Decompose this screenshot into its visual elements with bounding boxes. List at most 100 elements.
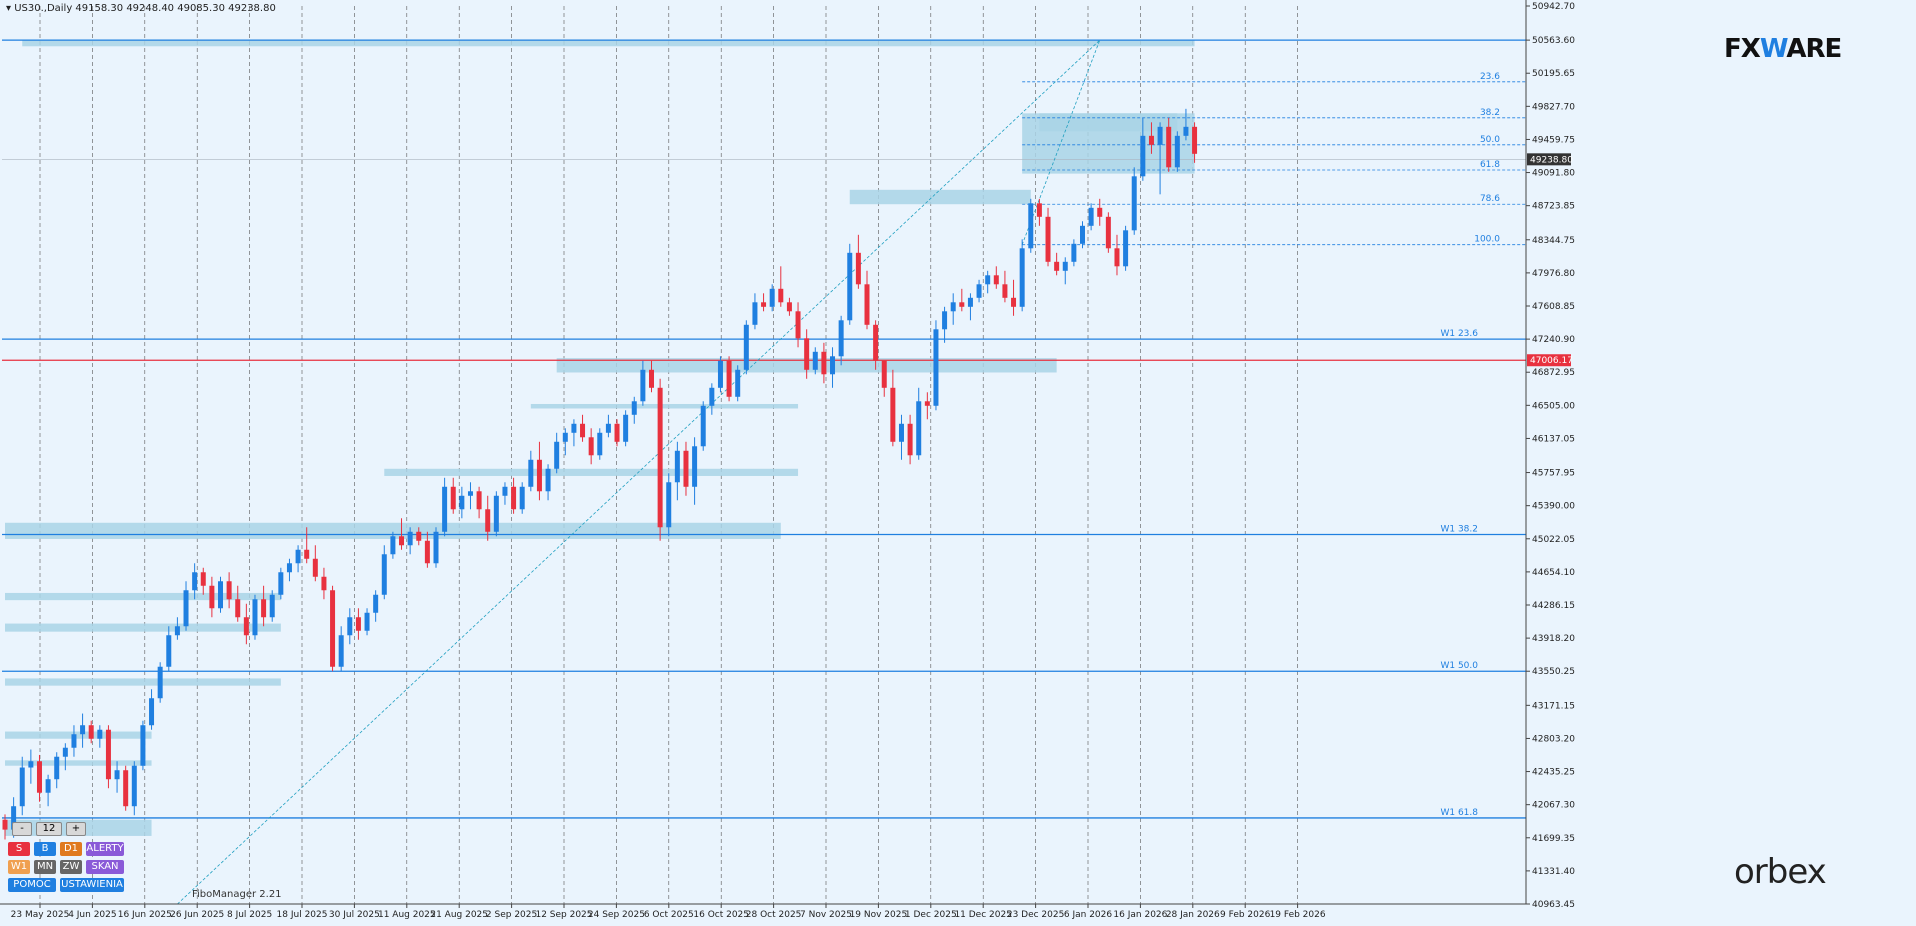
candle-body xyxy=(36,761,42,793)
candle-body xyxy=(649,369,654,388)
candle-body xyxy=(993,275,999,285)
candle-body xyxy=(709,387,715,406)
candle-body xyxy=(304,549,310,559)
candle-body xyxy=(373,594,379,613)
candle-body xyxy=(735,369,741,397)
plus-button[interactable]: + xyxy=(66,822,86,836)
candle-body xyxy=(442,486,448,532)
fxware-logo-part: FX xyxy=(1724,34,1761,64)
candle-body xyxy=(924,401,930,406)
period-value[interactable]: 12 xyxy=(36,822,62,836)
mn-button[interactable]: MN xyxy=(34,860,56,874)
candle-body xyxy=(1166,126,1172,168)
candle-body xyxy=(795,311,801,339)
buy-button[interactable]: B xyxy=(34,842,56,856)
y-tick-label: 47608.85 xyxy=(1532,302,1575,312)
candle-body xyxy=(898,423,904,442)
candle-body xyxy=(390,536,396,555)
candle-body xyxy=(907,423,913,456)
candle-body xyxy=(424,540,430,564)
candle-body xyxy=(855,252,861,285)
candle-body xyxy=(726,360,732,397)
candle-body xyxy=(1062,261,1068,271)
skan-button[interactable]: SKAN xyxy=(86,860,124,874)
x-tick-label: 6 Jan 2026 xyxy=(1064,910,1112,920)
trendline xyxy=(1021,40,1101,245)
zw-button[interactable]: ZW xyxy=(60,860,82,874)
candle-body xyxy=(1011,297,1017,307)
candle-body xyxy=(536,459,542,492)
y-tick-label: 48344.75 xyxy=(1532,236,1575,246)
candle-body xyxy=(347,617,353,636)
y-tick-label: 41331.40 xyxy=(1532,867,1575,877)
y-tick-label: 45022.05 xyxy=(1532,535,1575,545)
y-tick-label: 43171.15 xyxy=(1532,701,1575,711)
candle-body xyxy=(761,302,767,307)
candle-body xyxy=(295,549,301,564)
y-tick-label: 50563.60 xyxy=(1532,36,1575,46)
ustawienia-button[interactable]: USTAWIENIA xyxy=(60,878,124,892)
candle-body xyxy=(407,531,413,546)
x-tick-label: 18 Jul 2025 xyxy=(277,910,328,920)
candle-body xyxy=(1054,261,1060,271)
y-tick-label: 49827.70 xyxy=(1532,102,1575,112)
y-tick-label: 46872.95 xyxy=(1532,368,1575,378)
candle-body xyxy=(1174,135,1180,168)
price-zone xyxy=(5,760,152,766)
y-tick-label: 43550.25 xyxy=(1532,667,1575,677)
candle-layer xyxy=(2,108,1198,840)
candle-body xyxy=(278,572,284,595)
candle-body xyxy=(28,761,34,768)
y-tick-label: 48723.85 xyxy=(1532,202,1575,212)
candle-body xyxy=(174,626,180,636)
candle-body xyxy=(933,329,939,406)
candle-body xyxy=(459,495,465,510)
candle-body xyxy=(399,536,405,546)
price-zone xyxy=(5,623,281,632)
trendline-layer xyxy=(177,39,1101,905)
x-tick-label: 7 Nov 2025 xyxy=(800,910,852,920)
y-tick-label: 49091.80 xyxy=(1532,169,1575,179)
candle-body xyxy=(864,284,870,325)
x-tick-label: 16 Jun 2025 xyxy=(118,910,172,920)
candle-body xyxy=(1045,216,1051,262)
y-tick-label: 45390.00 xyxy=(1532,502,1575,512)
candle-body xyxy=(640,369,646,402)
price-zone xyxy=(5,678,281,686)
candle-body xyxy=(657,387,663,528)
alerty-button[interactable]: ALERTY xyxy=(86,842,124,856)
candle-body xyxy=(450,486,456,510)
candle-body xyxy=(1123,230,1129,267)
candle-body xyxy=(1028,203,1034,249)
w1-button[interactable]: W1 xyxy=(8,860,30,874)
price-zone xyxy=(5,731,152,739)
candle-body xyxy=(105,729,111,780)
candle-body xyxy=(881,360,887,388)
candle-body xyxy=(804,338,810,370)
candle-body xyxy=(873,324,879,361)
price-zone xyxy=(1039,113,1178,132)
candle-body xyxy=(1192,126,1198,154)
sell-button[interactable]: S xyxy=(8,842,30,856)
candle-body xyxy=(485,509,491,532)
x-tick-label: 28 Oct 2025 xyxy=(746,910,802,920)
y-tick-label: 50195.65 xyxy=(1532,69,1575,79)
candle-body xyxy=(2,819,8,830)
candle-body xyxy=(1036,203,1042,217)
candle-body xyxy=(226,581,232,600)
candle-body xyxy=(674,450,680,483)
y-tick-label: 42803.20 xyxy=(1532,734,1575,744)
pomoc-button[interactable]: POMOC xyxy=(8,878,56,892)
d1-button[interactable]: D1 xyxy=(60,842,82,856)
y-tick-label: 49459.75 xyxy=(1532,135,1575,145)
candle-body xyxy=(467,491,473,496)
candle-body xyxy=(1148,135,1154,145)
minus-button[interactable]: - xyxy=(12,822,32,836)
current-price-tag: 49238.80 xyxy=(1530,155,1573,165)
price-zone xyxy=(5,592,281,601)
y-tick-label: 44654.10 xyxy=(1532,568,1575,578)
candle-body xyxy=(45,779,51,793)
candle-body xyxy=(338,635,344,667)
fib-label: 78.6 xyxy=(1480,194,1500,204)
